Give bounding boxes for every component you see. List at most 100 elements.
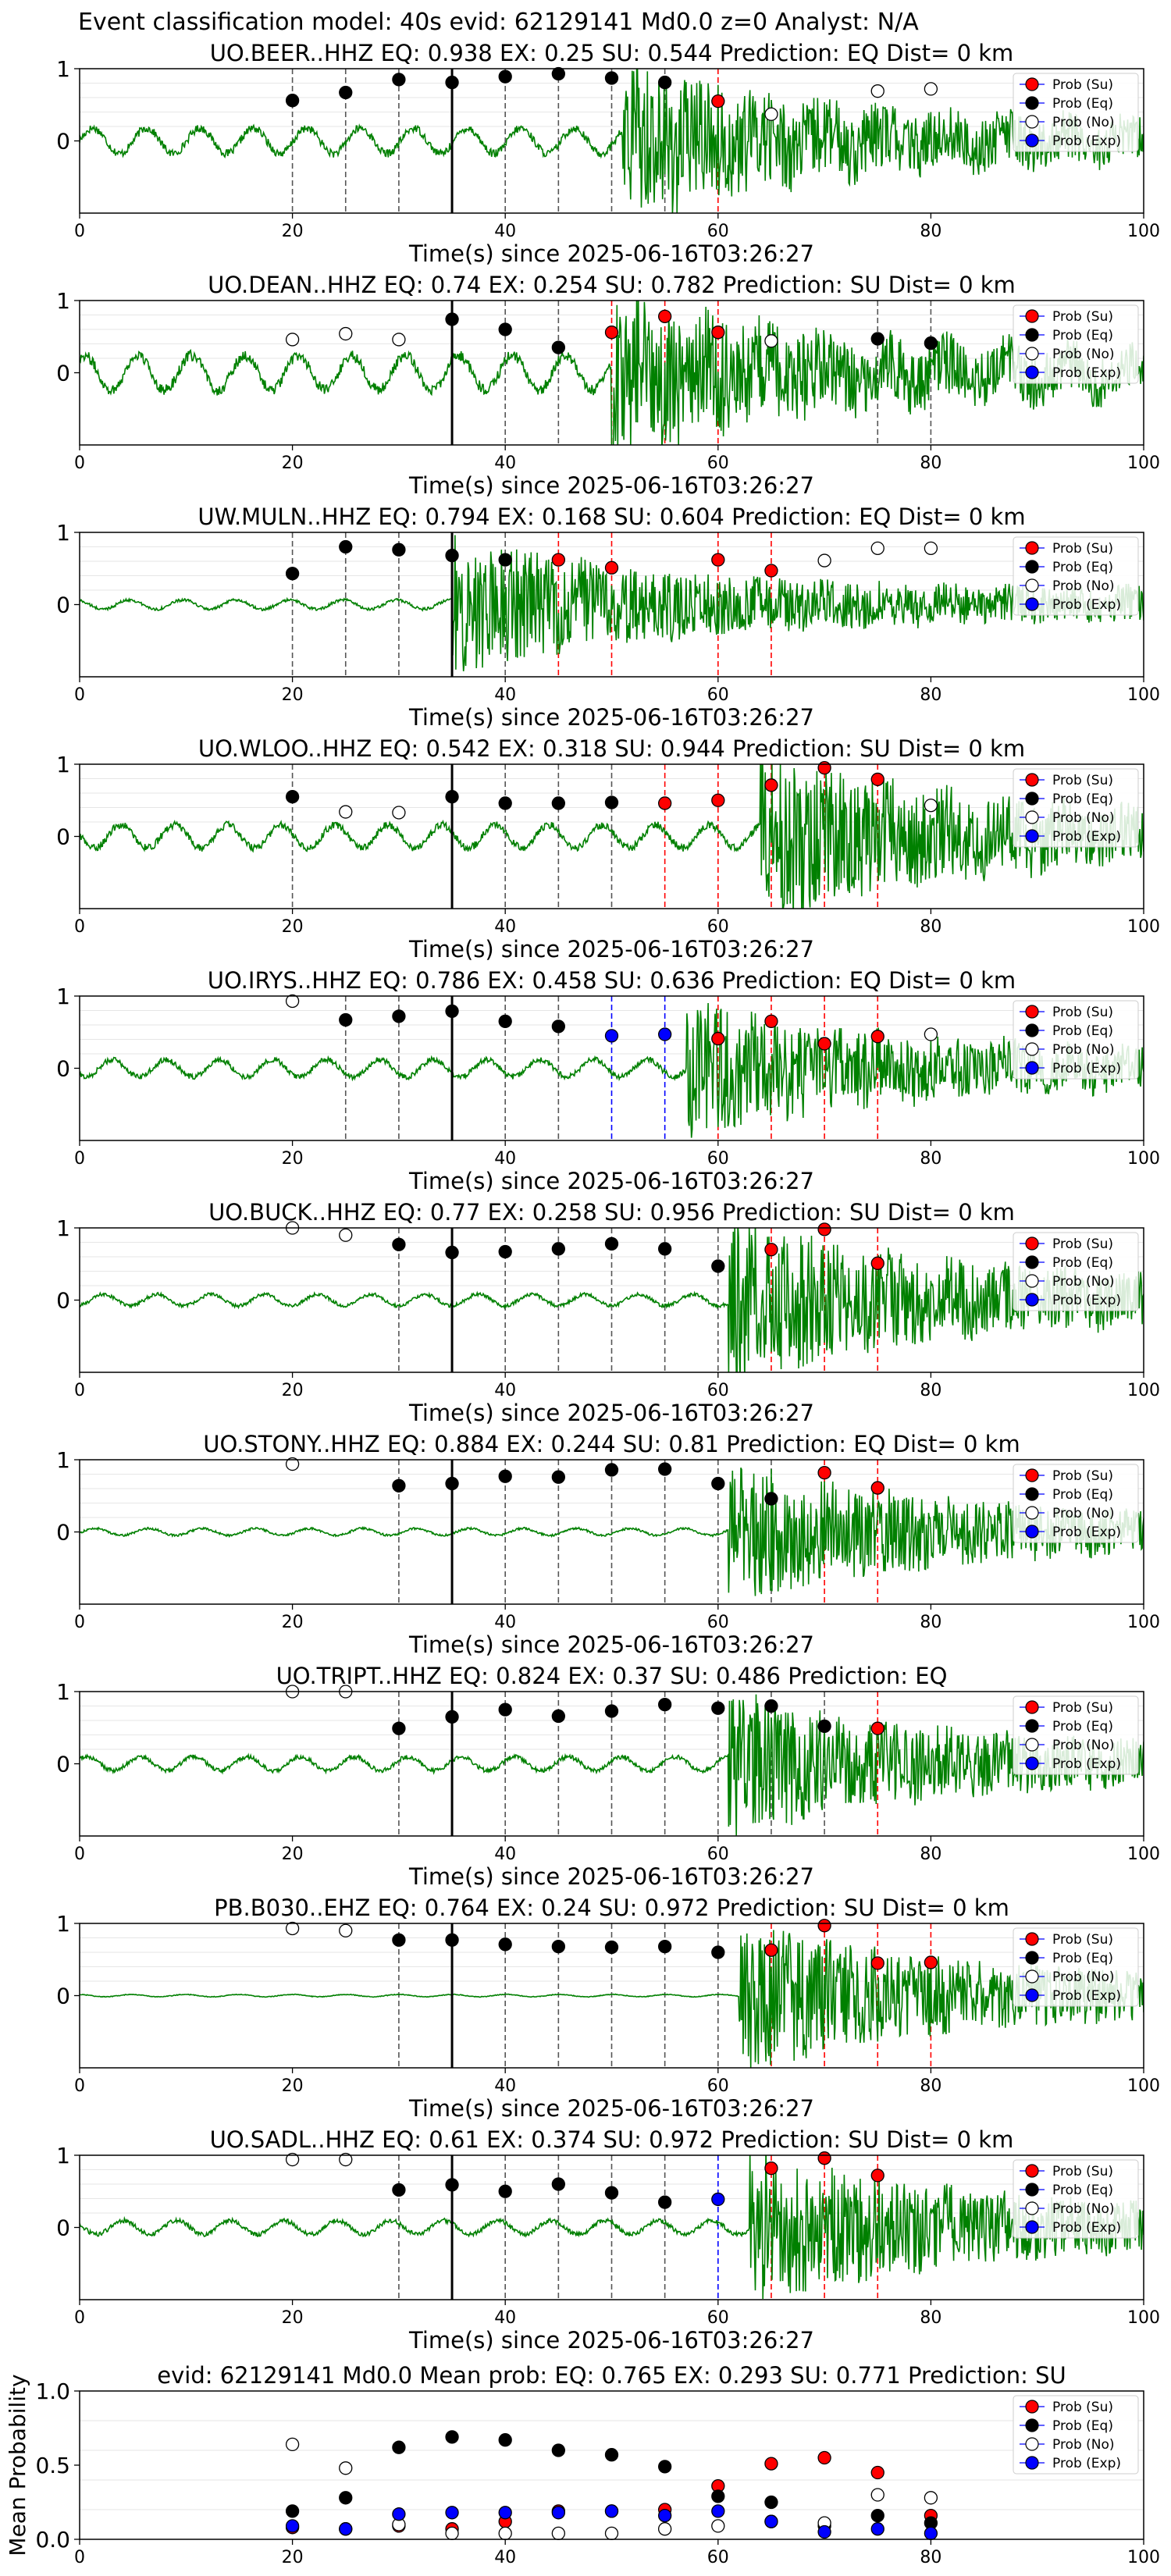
x-axis-label: Time(s) since 2025-06-16T03:26:27 [408,1863,814,1890]
point-prob-eq [711,1476,725,1491]
point-prob-su [764,2457,778,2471]
x-tick-label: 60 [707,1381,729,1400]
point-prob-su [817,2450,831,2465]
legend-label: Prob (Exp) [1052,829,1121,845]
legend-label: Prob (Su) [1052,541,1113,557]
point-prob-exp [604,2504,619,2518]
legend-box [1013,73,1139,152]
point-prob-eq [498,2184,512,2198]
waveform-trace [80,1228,1144,1372]
legend-label: Prob (Exp) [1052,133,1121,149]
legend-box [1013,1927,1139,2007]
x-axis-label: Time(s) since 2025-06-16T03:26:27 [408,2095,814,2122]
legend: Prob (Su) Prob (Eq) Prob (No) Prob (Exp) [1013,1695,1139,1775]
legend-marker-prob-eq [1025,1255,1039,1269]
point-prob-su [870,1721,884,1735]
x-tick-label: 0 [74,2548,85,2567]
legend-marker-prob-eq [1025,2183,1039,2197]
x-axis-label: Time(s) since 2025-06-16T03:26:27 [408,1168,814,1194]
point-prob-no [339,1923,353,1937]
y-tick-label: 1 [56,2143,70,2169]
legend-marker-prob-su [1025,773,1039,787]
x-axis-label: Time(s) since 2025-06-16T03:26:27 [408,472,814,499]
x-tick-label: 60 [707,1149,729,1169]
legend-label: Prob (No) [1052,347,1115,362]
x-tick-label: 20 [282,222,304,241]
panel-title: UO.BUCK..HHZ EQ: 0.77 EX: 0.258 SU: 0.95… [208,1199,1015,1226]
point-prob-eq [392,543,406,557]
point-prob-su [870,1481,884,1495]
point-prob-su [764,1943,778,1957]
x-tick-label: 100 [1127,1149,1160,1169]
point-prob-eq [498,796,512,810]
point-prob-eq [445,2178,459,2192]
legend-marker-prob-eq [1025,1487,1039,1501]
legend: Prob (Su) Prob (Eq) Prob (No) Prob (Exp) [1013,1927,1139,2007]
legend-label: Prob (Su) [1052,1468,1113,1484]
x-tick-label: 0 [74,1845,85,1864]
point-prob-su [870,1956,884,1970]
panel-9: PB.B030..EHZ EQ: 0.764 EX: 0.24 SU: 0.97… [56,1895,1160,2122]
point-prob-su [658,796,672,810]
y-tick-label: 0 [56,361,70,386]
x-tick-label: 0 [74,1149,85,1169]
panel-7: UO.STONY..HHZ EQ: 0.884 EX: 0.244 SU: 0.… [56,1431,1160,1658]
panel-1: UO.BEER..HHZ EQ: 0.938 EX: 0.25 SU: 0.54… [56,40,1160,267]
point-prob-no [392,806,406,820]
x-tick-label: 80 [920,2076,941,2096]
y-tick-label: 1 [56,520,70,546]
legend: Prob (Su) Prob (Eq) Prob (No) Prob (Exp) [1013,1232,1139,1311]
x-tick-label: 80 [920,685,941,705]
point-prob-eq [285,567,300,581]
point-prob-exp [924,2526,938,2541]
point-prob-eq [445,789,459,804]
legend-marker-prob-su [1025,1468,1039,1482]
point-prob-eq [339,85,353,100]
point-prob-eq [658,2460,672,2474]
legend-marker-prob-exp [1025,1061,1039,1075]
legend-marker-prob-su [1025,1932,1039,1946]
y-tick-label: 1.0 [35,2379,70,2404]
x-tick-label: 40 [494,1149,516,1169]
point-prob-su [764,1243,778,1257]
point-prob-exp [551,2506,565,2520]
point-prob-no [817,553,831,568]
point-prob-eq [551,2443,565,2457]
legend-marker-prob-no [1025,1969,1039,1984]
x-axis-label: Time(s) since 2025-06-16T03:26:27 [408,240,814,267]
x-tick-label: 100 [1127,2548,1160,2567]
legend-label: Prob (Exp) [1052,1061,1121,1076]
point-prob-eq [764,1492,778,1506]
panel-4: UO.WLOO..HHZ EQ: 0.542 EX: 0.318 SU: 0.9… [56,735,1160,962]
point-prob-no [498,2526,512,2541]
legend-label: Prob (Su) [1052,1932,1113,1948]
point-prob-eq [285,2504,300,2518]
point-prob-exp [711,2192,725,2207]
x-axis-label: Time(s) since 2025-06-16T03:26:27 [408,2327,814,2354]
x-axis-label: Time(s) since 2025-06-16T03:26:27 [408,936,814,962]
waveform-trace [80,1002,1144,1138]
point-prob-exp [339,2522,353,2536]
point-prob-no [924,2491,938,2505]
point-prob-eq [604,1940,619,1955]
point-prob-no [924,799,938,813]
point-prob-eq [551,340,565,354]
y-tick-label: 0 [56,824,70,850]
legend-label: Prob (Exp) [1052,1756,1121,1772]
point-prob-su [817,1466,831,1480]
point-prob-exp [817,2524,831,2539]
point-prob-su [551,553,565,567]
point-prob-eq [339,1012,353,1027]
legend-label: Prob (Exp) [1052,597,1121,613]
legend-marker-prob-no [1025,115,1039,129]
point-prob-eq [339,539,353,554]
legend-marker-prob-su [1025,1700,1039,1714]
x-tick-label: 0 [74,2076,85,2096]
point-prob-no [870,541,884,555]
x-tick-label: 20 [282,1613,304,1632]
x-tick-label: 60 [707,222,729,241]
legend-label: Prob (No) [1052,578,1115,594]
legend-box [1013,1232,1139,1311]
point-prob-eq [392,1721,406,1735]
